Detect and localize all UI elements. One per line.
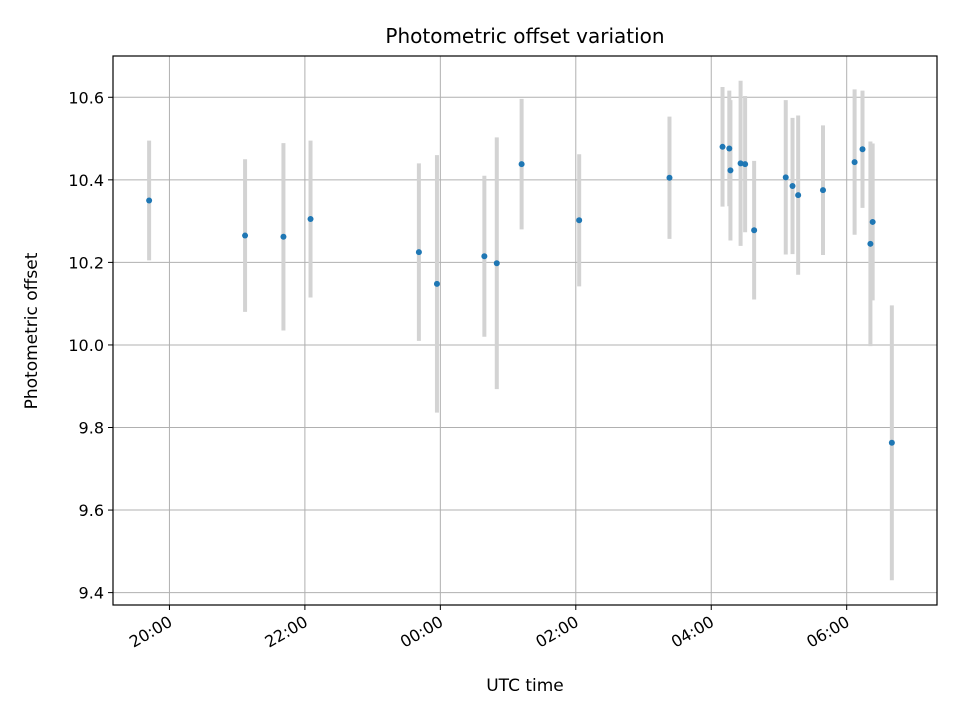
y-tick-label: 9.6 bbox=[79, 501, 104, 520]
y-tick-label: 10.2 bbox=[68, 253, 104, 272]
data-point bbox=[481, 253, 488, 260]
y-axis-label: Photometric offset bbox=[22, 252, 42, 409]
data-point bbox=[415, 249, 422, 256]
data-point bbox=[819, 187, 826, 194]
y-tick-label: 9.4 bbox=[79, 584, 104, 603]
data-points bbox=[146, 143, 895, 446]
y-tick-label: 9.8 bbox=[79, 419, 104, 438]
data-point bbox=[851, 159, 858, 166]
data-point bbox=[726, 145, 733, 152]
data-point bbox=[888, 439, 895, 446]
data-point bbox=[146, 197, 153, 204]
data-point bbox=[280, 233, 287, 240]
data-point bbox=[518, 161, 525, 168]
y-tick-label: 10.0 bbox=[68, 336, 104, 355]
data-point bbox=[719, 143, 726, 150]
data-point bbox=[576, 217, 583, 224]
data-point bbox=[737, 160, 744, 167]
chart-title: Photometric offset variation bbox=[385, 24, 664, 48]
data-point bbox=[859, 146, 866, 153]
x-axis-label: UTC time bbox=[486, 676, 564, 696]
data-point bbox=[867, 240, 874, 247]
y-tick-label: 10.6 bbox=[68, 88, 104, 107]
y-axis-ticks: 9.4 9.6 9.8 10.0 10.2 10.4 10.6 bbox=[68, 88, 113, 603]
data-point bbox=[433, 280, 440, 287]
data-point bbox=[782, 174, 789, 181]
data-point bbox=[789, 183, 796, 190]
y-tick-label: 10.4 bbox=[68, 171, 104, 190]
data-point bbox=[727, 167, 734, 174]
data-point bbox=[307, 216, 314, 223]
data-point bbox=[666, 174, 673, 181]
data-point bbox=[493, 260, 500, 267]
data-point bbox=[242, 232, 249, 239]
plot-frame bbox=[112, 55, 938, 606]
data-point bbox=[869, 218, 876, 225]
data-point bbox=[751, 227, 758, 234]
data-point bbox=[742, 161, 749, 168]
data-point bbox=[795, 192, 802, 199]
grid-lines bbox=[113, 56, 937, 605]
